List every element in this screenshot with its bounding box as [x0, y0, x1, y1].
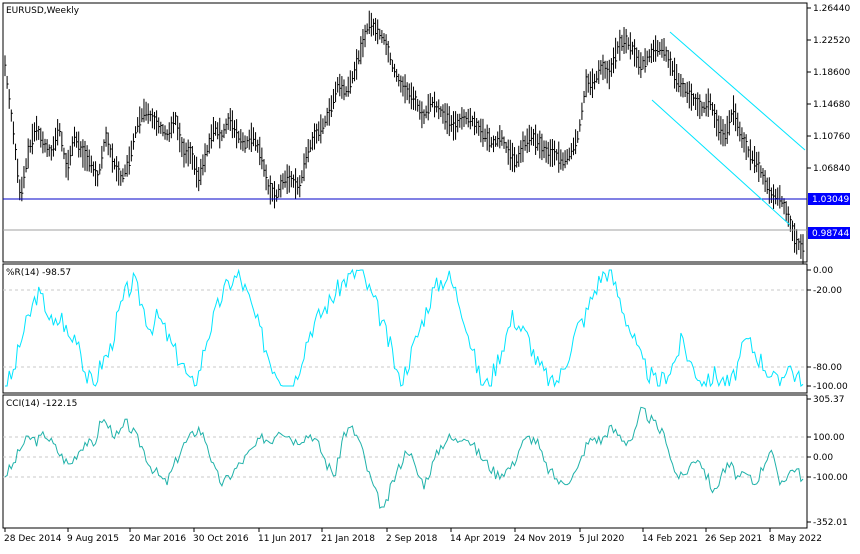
- price-bars: [4, 10, 805, 264]
- price-axis: 1.26440 1.22520 1.18600 1.14680 1.10760 …: [807, 4, 850, 239]
- cci-tick: 100.00: [813, 433, 845, 443]
- date-tick: 26 Sep 2021: [705, 534, 762, 544]
- date-tick: 14 Apr 2019: [450, 534, 506, 544]
- channel-upper-line: [669, 31, 806, 151]
- cci-label: CCI(14) -122.15: [6, 399, 77, 409]
- wpr-tick: -20.00: [813, 286, 842, 296]
- main-price-panel: [2, 2, 808, 263]
- wpr-tick: -100.00: [813, 382, 848, 392]
- date-tick: 14 Feb 2021: [642, 534, 698, 544]
- cci-line: [4, 406, 804, 509]
- price-tick: 1.26440: [813, 4, 850, 14]
- price-tick: 1.06840: [813, 164, 850, 174]
- last-price-label: 0.98744: [812, 229, 849, 239]
- date-tick: 8 May 2022: [769, 534, 822, 544]
- cci-tick: 305.37: [813, 395, 845, 405]
- last-price-badge: [808, 227, 850, 239]
- hline-price-label: 1.03049: [812, 195, 849, 205]
- date-tick: 11 Jun 2017: [258, 534, 312, 544]
- date-tick: 2 Sep 2018: [386, 534, 438, 544]
- cci-grid-lines: [3, 436, 807, 478]
- date-tick: 30 Oct 2016: [193, 534, 249, 544]
- symbol-label: EURUSD,Weekly: [6, 6, 80, 16]
- hline-price-badge: [808, 193, 850, 205]
- cci-tick: 0.00: [813, 453, 833, 463]
- date-tick: 28 Dec 2014: [4, 534, 62, 544]
- date-tick: 5 Jul 2020: [579, 534, 624, 544]
- date-tick: 20 Mar 2016: [129, 534, 186, 544]
- date-tick: 9 Aug 2015: [67, 534, 119, 544]
- wpr-line: [5, 268, 804, 388]
- channel-lower-line: [651, 99, 791, 226]
- cci-tick: -100.00: [813, 473, 848, 483]
- wpr-axis: 0.00 -20.00 -80.00 -100.00: [807, 266, 848, 392]
- wpr-panel: [2, 263, 808, 394]
- price-tick: 1.14680: [813, 100, 850, 110]
- date-tick: 24 Nov 2019: [514, 534, 572, 544]
- wpr-tick: -80.00: [813, 363, 842, 373]
- date-axis: 28 Dec 2014 9 Aug 2015 20 Mar 2016 30 Oc…: [4, 528, 822, 544]
- price-tick: 1.22520: [813, 36, 850, 46]
- cci-tick: -352.01: [813, 518, 848, 528]
- price-tick: 1.18600: [813, 68, 850, 78]
- wpr-label: %R(14) -98.57: [6, 268, 71, 278]
- cci-axis: 305.37 100.00 0.00 -100.00 -352.01: [807, 395, 848, 528]
- price-tick: 1.10760: [813, 132, 850, 142]
- cci-panel: [2, 394, 808, 529]
- date-tick: 21 Jan 2018: [321, 534, 375, 544]
- wpr-tick: 0.00: [813, 266, 833, 276]
